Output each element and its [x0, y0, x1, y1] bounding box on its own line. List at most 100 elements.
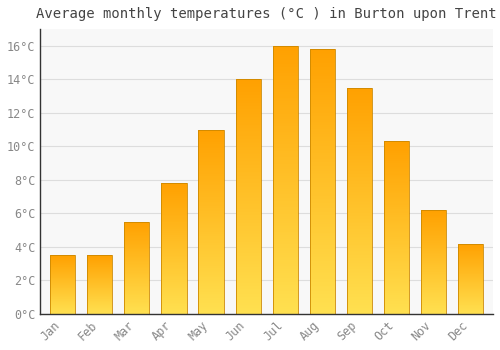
- Bar: [236, 309, 260, 311]
- Bar: [198, 213, 224, 214]
- Bar: [236, 284, 260, 286]
- Bar: [198, 180, 224, 181]
- Bar: [272, 112, 298, 114]
- Bar: [198, 187, 224, 189]
- Bar: [310, 171, 335, 173]
- Bar: [50, 305, 75, 306]
- Bar: [421, 274, 446, 275]
- Bar: [272, 80, 298, 82]
- Bar: [124, 288, 150, 289]
- Bar: [198, 156, 224, 158]
- Bar: [347, 171, 372, 172]
- Bar: [310, 146, 335, 148]
- Bar: [50, 292, 75, 293]
- Bar: [162, 183, 186, 184]
- Bar: [236, 184, 260, 186]
- Bar: [236, 282, 260, 284]
- Bar: [124, 226, 150, 227]
- Bar: [310, 128, 335, 130]
- Bar: [310, 238, 335, 240]
- Bar: [272, 219, 298, 221]
- Bar: [272, 189, 298, 190]
- Bar: [272, 307, 298, 309]
- Bar: [347, 162, 372, 163]
- Bar: [384, 246, 409, 247]
- Bar: [384, 150, 409, 152]
- Bar: [272, 98, 298, 99]
- Bar: [87, 275, 112, 276]
- Bar: [421, 298, 446, 299]
- Bar: [347, 119, 372, 121]
- Bar: [236, 190, 260, 192]
- Bar: [421, 233, 446, 234]
- Bar: [162, 266, 186, 267]
- Bar: [384, 305, 409, 306]
- Bar: [421, 232, 446, 233]
- Bar: [50, 275, 75, 276]
- Bar: [421, 240, 446, 241]
- Bar: [87, 271, 112, 272]
- Bar: [384, 173, 409, 174]
- Bar: [87, 255, 112, 314]
- Bar: [272, 51, 298, 53]
- Bar: [310, 266, 335, 268]
- Bar: [50, 271, 75, 272]
- Bar: [236, 186, 260, 187]
- Bar: [236, 147, 260, 148]
- Bar: [198, 247, 224, 249]
- Bar: [384, 297, 409, 298]
- Bar: [347, 144, 372, 145]
- Bar: [124, 277, 150, 278]
- Bar: [162, 287, 186, 288]
- Bar: [421, 300, 446, 301]
- Bar: [87, 278, 112, 279]
- Bar: [421, 303, 446, 304]
- Bar: [347, 92, 372, 94]
- Bar: [162, 253, 186, 254]
- Bar: [124, 241, 150, 242]
- Bar: [421, 224, 446, 225]
- Bar: [124, 238, 150, 239]
- Bar: [310, 289, 335, 291]
- Bar: [347, 294, 372, 296]
- Bar: [310, 234, 335, 236]
- Bar: [310, 84, 335, 86]
- Bar: [236, 195, 260, 197]
- Bar: [198, 162, 224, 163]
- Bar: [421, 311, 446, 312]
- Bar: [272, 128, 298, 130]
- Bar: [310, 257, 335, 259]
- Bar: [162, 190, 186, 191]
- Bar: [310, 312, 335, 314]
- Bar: [347, 138, 372, 139]
- Bar: [162, 264, 186, 265]
- Bar: [198, 227, 224, 228]
- Bar: [310, 210, 335, 211]
- Bar: [272, 214, 298, 216]
- Bar: [310, 259, 335, 261]
- Bar: [50, 268, 75, 269]
- Bar: [384, 198, 409, 199]
- Bar: [347, 89, 372, 91]
- Bar: [50, 259, 75, 260]
- Bar: [87, 310, 112, 311]
- Bar: [310, 76, 335, 77]
- Bar: [198, 172, 224, 173]
- Bar: [162, 313, 186, 314]
- Bar: [236, 244, 260, 245]
- Bar: [421, 285, 446, 286]
- Bar: [310, 241, 335, 243]
- Bar: [458, 297, 483, 298]
- Bar: [124, 228, 150, 229]
- Bar: [347, 260, 372, 261]
- Bar: [421, 211, 446, 212]
- Bar: [347, 145, 372, 147]
- Bar: [458, 300, 483, 301]
- Bar: [421, 212, 446, 213]
- Bar: [236, 231, 260, 232]
- Bar: [347, 213, 372, 214]
- Bar: [198, 214, 224, 216]
- Bar: [50, 286, 75, 287]
- Bar: [162, 289, 186, 290]
- Bar: [198, 234, 224, 235]
